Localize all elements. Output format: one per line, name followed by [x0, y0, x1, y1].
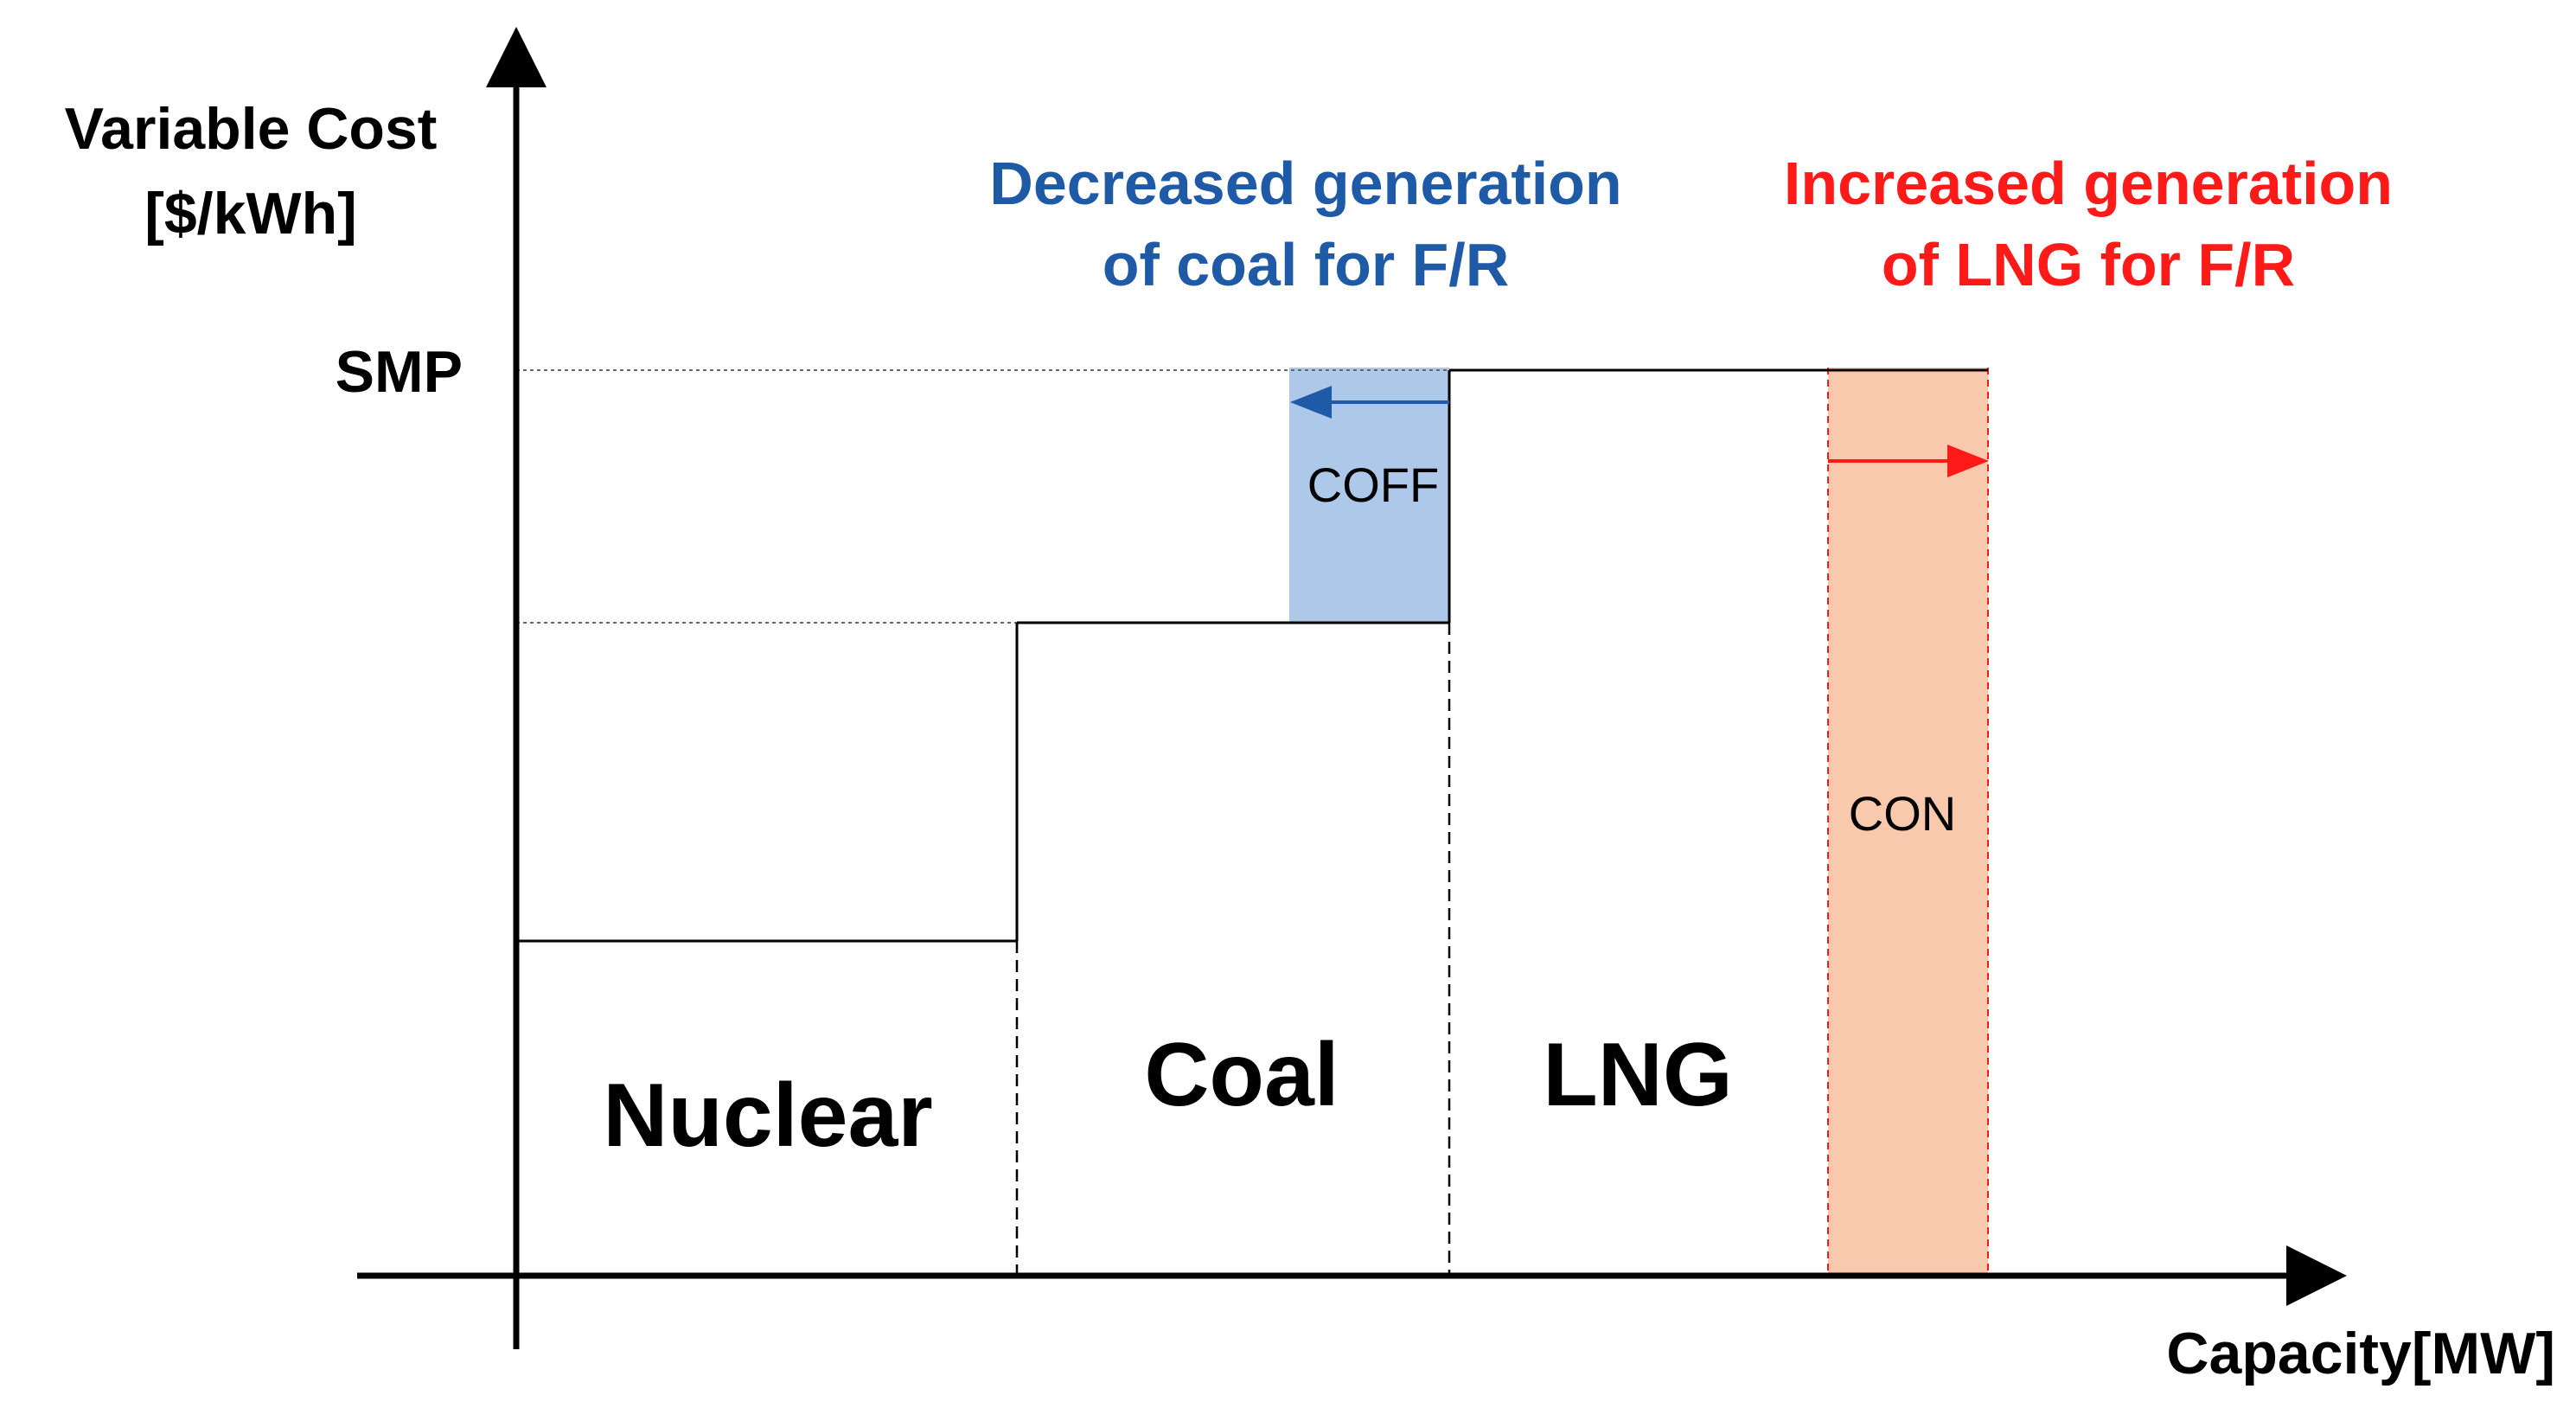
x-axis-label: Capacity[MW]	[2166, 1321, 2555, 1386]
increase-arrow-head	[1947, 445, 1989, 477]
decreased-annotation-line1: Decreased generation	[989, 150, 1621, 217]
decrease-arrow-head	[1290, 386, 1332, 419]
increased-annotation-line1: Increased generation	[1784, 150, 2393, 217]
decreased-annotation-line2: of coal for F/R	[1103, 231, 1510, 298]
y-axis-label-line1: Variable Cost	[65, 96, 438, 162]
coal-label: Coal	[1144, 1025, 1339, 1125]
increased-annotation-line2: of LNG for F/R	[1882, 231, 2295, 298]
con-region	[1828, 368, 1988, 1276]
nuclear-label: Nuclear	[603, 1066, 933, 1166]
smp-label: SMP	[336, 339, 463, 405]
y-axis-label-line2: [$/kWh]	[144, 181, 357, 246]
con-label: CON	[1849, 786, 1956, 841]
coff-label: COFF	[1307, 458, 1439, 512]
lng-label: LNG	[1543, 1025, 1733, 1125]
